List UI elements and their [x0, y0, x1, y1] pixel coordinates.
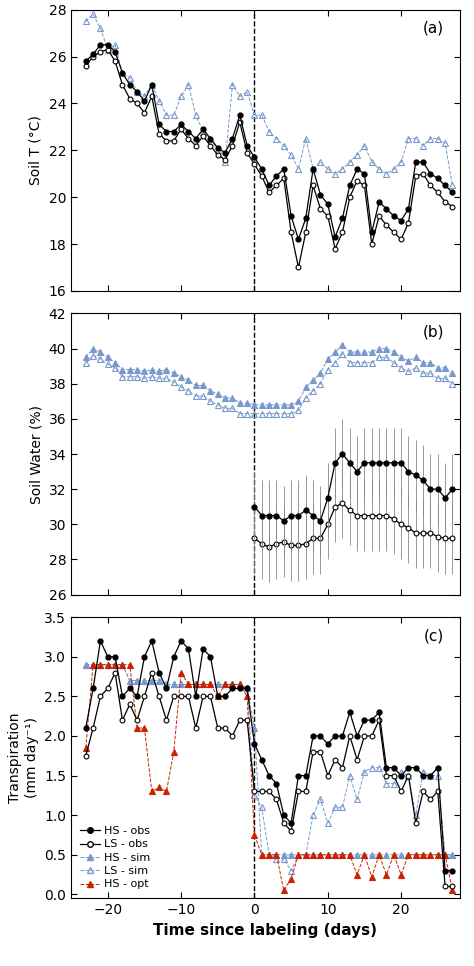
Text: (b): (b) — [423, 325, 444, 340]
Text: (c): (c) — [424, 629, 444, 643]
Y-axis label: Soil T (°C): Soil T (°C) — [29, 115, 43, 185]
Legend: HS - obs, LS - obs, HS - sim, LS - sim, HS - opt: HS - obs, LS - obs, HS - sim, LS - sim, … — [77, 823, 154, 893]
Y-axis label: Soil Water (%): Soil Water (%) — [29, 405, 43, 503]
X-axis label: Time since labeling (days): Time since labeling (days) — [154, 923, 377, 938]
Y-axis label: Transpiration
(mm day⁻¹): Transpiration (mm day⁻¹) — [9, 713, 39, 803]
Text: (a): (a) — [423, 21, 444, 36]
